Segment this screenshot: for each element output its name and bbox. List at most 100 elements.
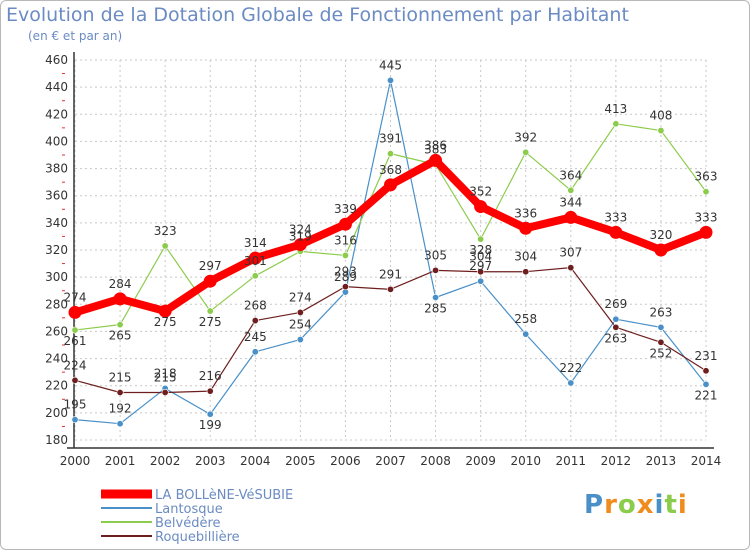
data-point <box>341 283 349 291</box>
data-label: 336 <box>514 206 537 220</box>
data-point <box>702 380 710 388</box>
legend-label: Lantosque <box>155 502 223 517</box>
logo-letter: o <box>617 490 637 520</box>
data-label: 261 <box>64 334 87 348</box>
data-label: 323 <box>154 224 177 238</box>
data-label: 275 <box>154 315 177 329</box>
data-point <box>161 388 169 396</box>
x-tick-label: 2013 <box>646 454 677 468</box>
data-label: 245 <box>244 330 267 344</box>
data-label: 231 <box>695 349 718 363</box>
x-tick-label: 2012 <box>601 454 632 468</box>
data-point <box>612 323 620 331</box>
data-label: 392 <box>514 130 537 144</box>
data-point <box>251 348 259 356</box>
data-label: 275 <box>199 315 222 329</box>
data-point <box>296 308 304 316</box>
data-point <box>612 120 620 128</box>
data-label: 216 <box>199 369 222 383</box>
y-tick-label: 300 <box>45 270 68 284</box>
data-point <box>702 188 710 196</box>
y-tick-label: 400 <box>45 134 68 148</box>
data-label: 274 <box>64 290 87 304</box>
data-label: 289 <box>334 270 357 284</box>
x-tick-label: 2000 <box>60 454 91 468</box>
data-point <box>702 367 710 375</box>
data-label: 333 <box>695 210 718 224</box>
data-label: 324 <box>289 223 312 237</box>
data-point <box>567 379 575 387</box>
data-label: 363 <box>695 170 718 184</box>
data-label: 408 <box>649 109 672 123</box>
data-label: 254 <box>289 318 312 332</box>
data-point <box>293 238 307 252</box>
data-point <box>429 153 443 167</box>
data-label: 258 <box>514 312 537 326</box>
data-point <box>116 321 124 329</box>
data-point <box>432 293 440 301</box>
data-point <box>386 76 394 84</box>
x-tick-label: 2008 <box>420 454 451 468</box>
y-tick-label: 280 <box>45 297 68 311</box>
data-label: 195 <box>64 398 87 412</box>
data-label: 192 <box>109 402 132 416</box>
data-point <box>567 186 575 194</box>
data-label: 269 <box>604 297 627 311</box>
logo-letter: P <box>584 490 605 520</box>
data-label: 293 <box>334 265 357 279</box>
logo-letter: t <box>664 490 678 520</box>
data-point <box>519 221 533 235</box>
data-label: 307 <box>559 246 582 260</box>
y-tick-label: 220 <box>45 379 68 393</box>
proxiti-logo: Proxiti <box>584 490 688 520</box>
data-point <box>203 274 217 288</box>
data-point <box>386 285 394 293</box>
chart-subtitle: (en € et par an) <box>28 29 123 43</box>
data-label: 297 <box>199 259 222 273</box>
data-label: 252 <box>649 346 672 360</box>
x-tick-label: 2006 <box>330 454 361 468</box>
data-point <box>699 225 713 239</box>
data-point <box>564 210 578 224</box>
data-label: 199 <box>199 418 222 432</box>
y-tick-label: 420 <box>45 107 68 121</box>
logo-letter: r <box>604 490 618 520</box>
y-tick-label: 240 <box>45 352 68 366</box>
data-label: 304 <box>469 250 492 264</box>
data-point <box>477 268 485 276</box>
legend-label: Belvédère <box>155 516 221 531</box>
data-point <box>71 376 79 384</box>
logo-letter: i <box>654 490 665 520</box>
data-point <box>386 150 394 158</box>
data-label: 284 <box>109 277 132 291</box>
data-point <box>657 338 665 346</box>
data-point <box>116 420 124 428</box>
data-label: 218 <box>154 366 177 380</box>
data-label: 291 <box>379 267 402 281</box>
x-tick-label: 2003 <box>195 454 226 468</box>
x-tick-label: 2005 <box>285 454 316 468</box>
data-point <box>567 264 575 272</box>
x-tick-label: 2001 <box>105 454 136 468</box>
data-label: 215 <box>154 371 177 385</box>
y-tick-label: 380 <box>45 162 68 176</box>
data-label: 364 <box>559 168 582 182</box>
data-point <box>71 416 79 424</box>
data-point <box>477 277 485 285</box>
data-point <box>248 251 262 265</box>
data-point <box>251 272 259 280</box>
data-label: 304 <box>514 250 537 264</box>
data-label: 352 <box>469 185 492 199</box>
data-point <box>384 178 397 192</box>
y-tick-label: 200 <box>45 406 68 420</box>
x-tick-label: 2004 <box>240 454 271 468</box>
y-tick-label: 440 <box>45 80 68 94</box>
x-tick-label: 2002 <box>150 454 181 468</box>
data-label: 320 <box>649 228 672 242</box>
data-label: 297 <box>469 259 492 273</box>
y-tick-label: 320 <box>45 243 68 257</box>
data-point <box>657 127 665 135</box>
data-label: 413 <box>604 102 627 116</box>
